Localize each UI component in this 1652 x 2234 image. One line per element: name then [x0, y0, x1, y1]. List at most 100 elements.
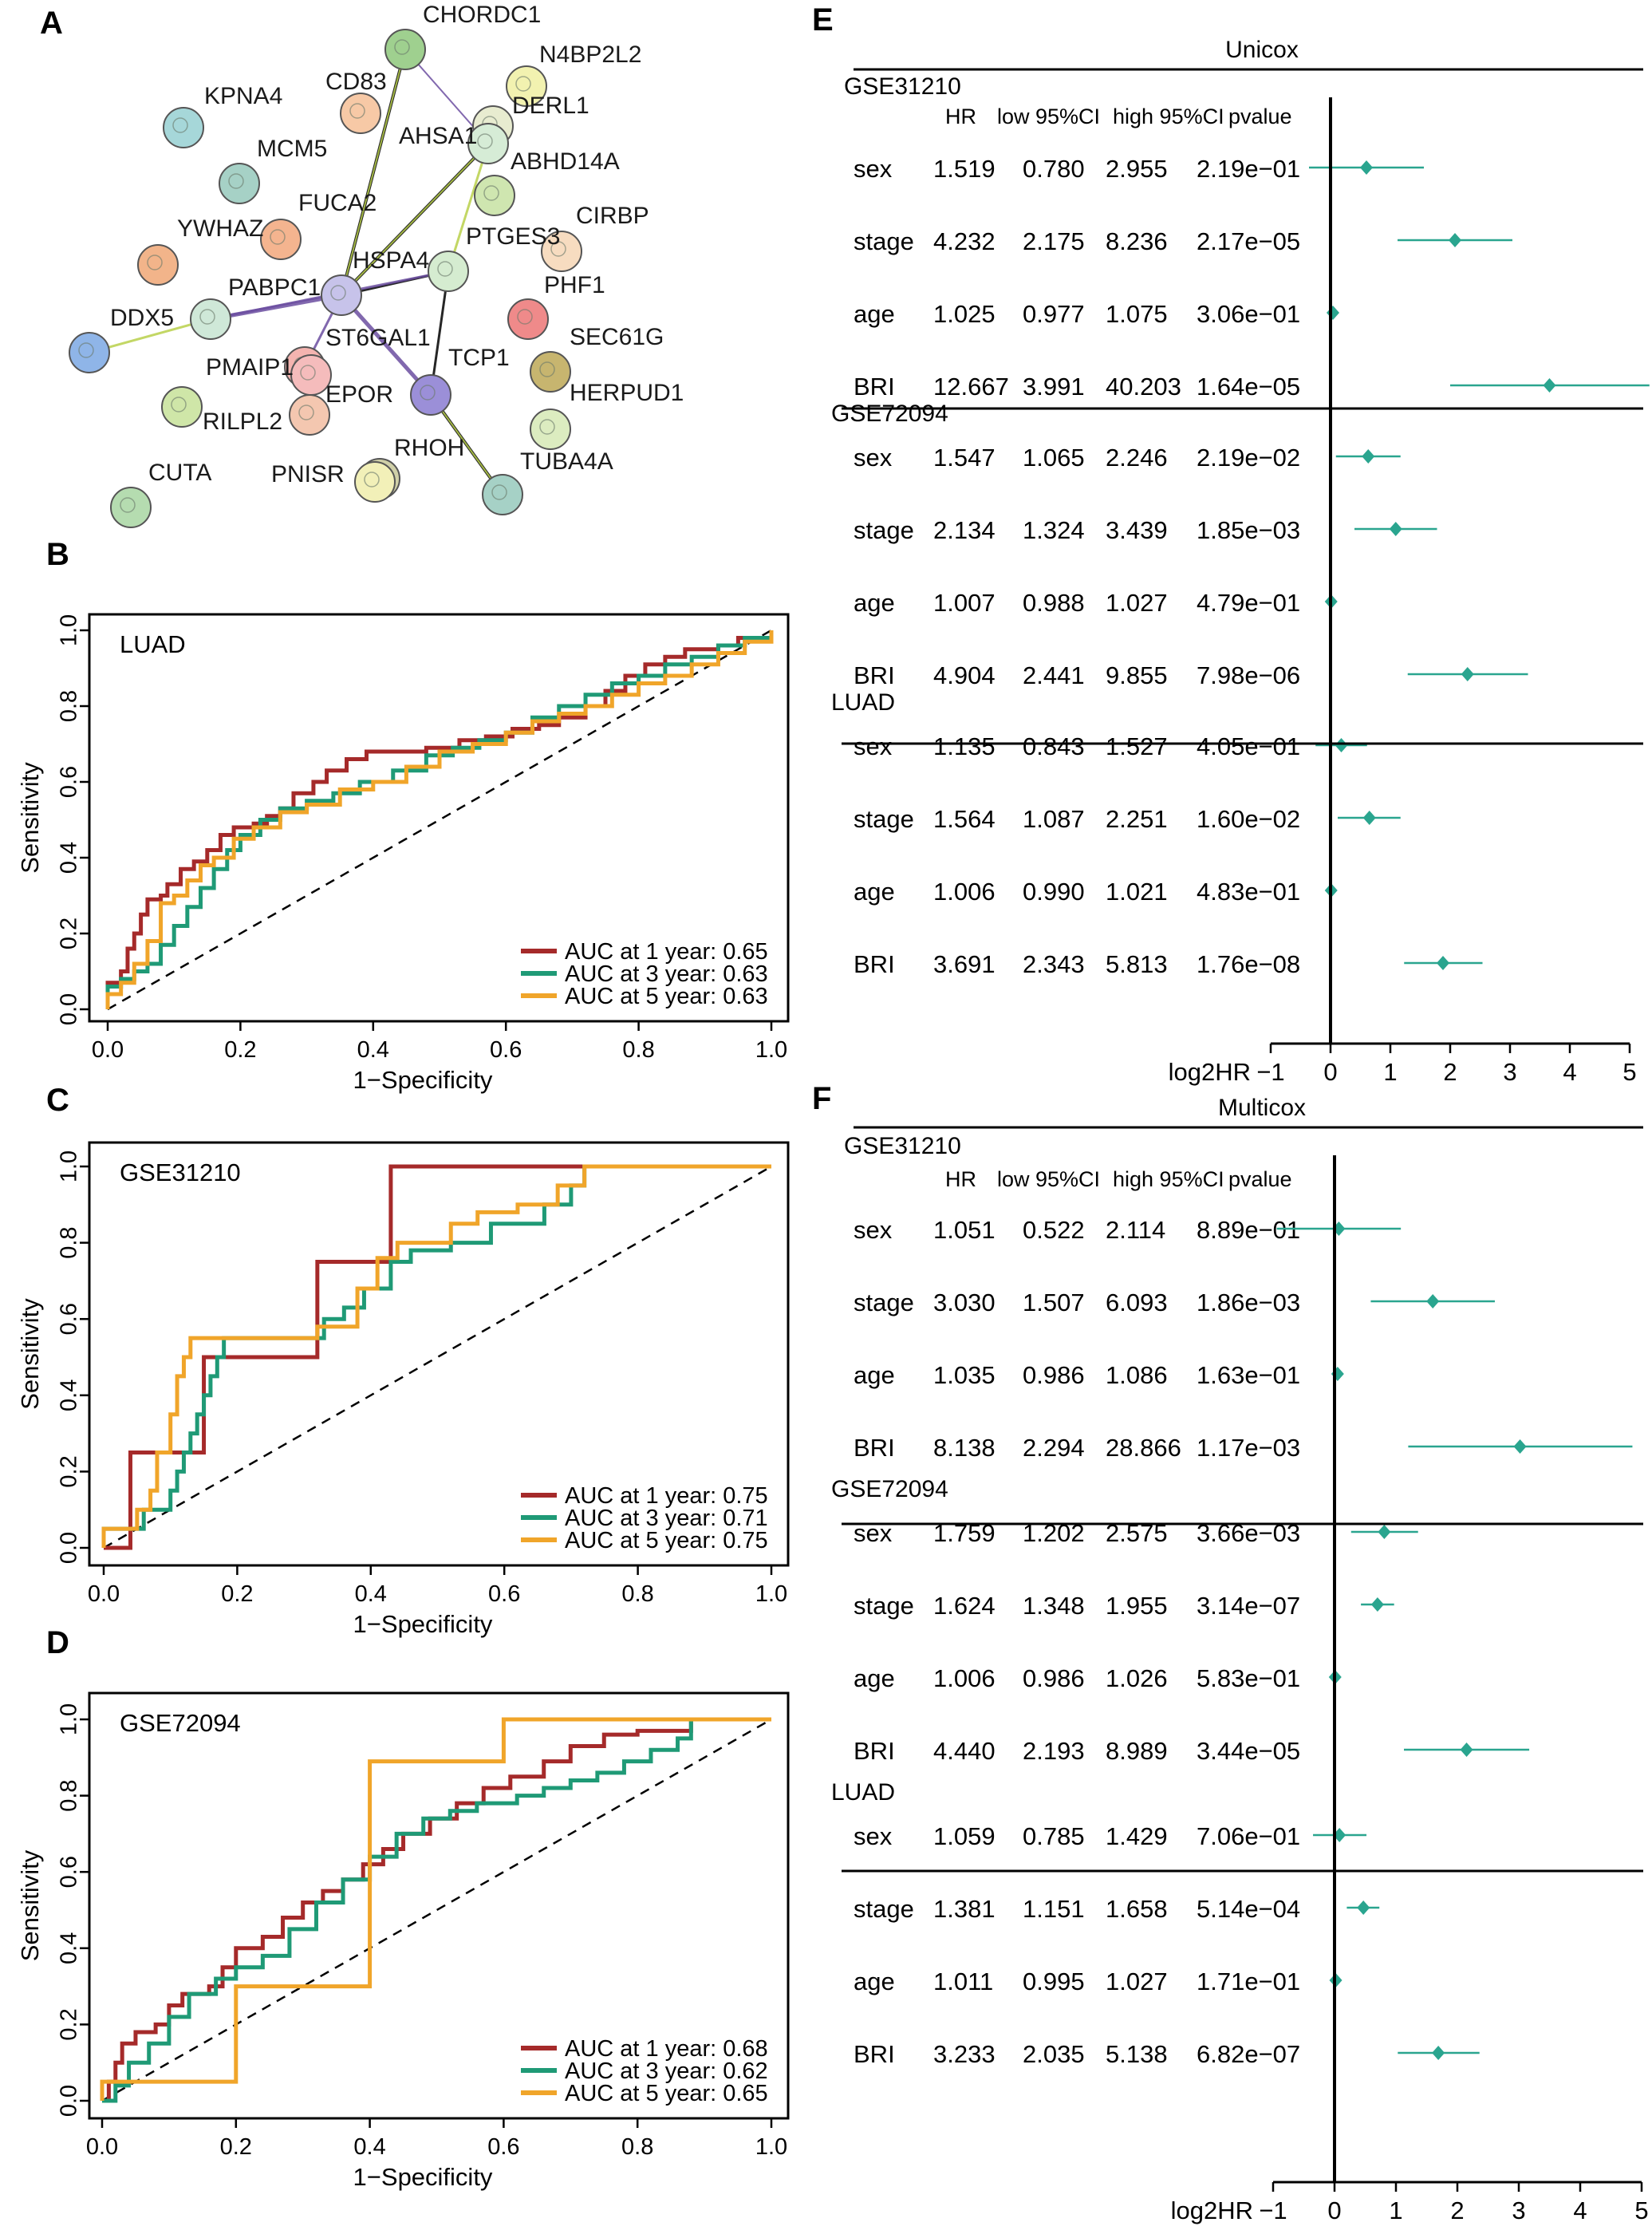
- network-node-glyph: [78, 342, 94, 358]
- y-tick-label: 1.0: [57, 1151, 82, 1182]
- row-high-ci: 2.251: [1106, 805, 1168, 833]
- ppi-network: CHORDC1 N4BP2L2 CD83 KPNA4 DERL1 AHSA1 MCM5 ABH…: [69, 2, 684, 528]
- x-tick-label: 0.2: [224, 1037, 256, 1063]
- x-axis-label: 1−Specificity: [353, 2163, 493, 2191]
- hr-point: [1513, 1439, 1527, 1454]
- network-node-glyph: [298, 405, 314, 420]
- roc-panel-gse31210: 0.0 0.2 0.4 0.6 0.8 1.0 0.0 0.2 0.4 0.6 0.8 1.0 1−Sp…: [16, 1141, 790, 1638]
- network-node-label: TCP1: [448, 345, 510, 371]
- row-hr: 1.564: [933, 805, 996, 833]
- network-node-glyph: [300, 365, 316, 381]
- row-pvalue: 4.05e−01: [1197, 732, 1300, 760]
- group-name: GSE72094: [831, 1476, 948, 1502]
- network-node: [530, 351, 571, 393]
- row-low-ci: 2.175: [1023, 227, 1085, 255]
- legend-label: AUC at 5 year: 0.63: [565, 984, 768, 1009]
- network-node: [506, 65, 547, 107]
- row-pvalue: 8.89e−01: [1197, 1216, 1300, 1244]
- x-tick-label: 1.0: [755, 1581, 787, 1607]
- network-node-label: SEC61G: [570, 324, 664, 350]
- network-node: [410, 374, 451, 416]
- panel-label-c: C: [46, 1083, 69, 1118]
- x-tick-label: 0.6: [487, 2134, 519, 2160]
- axis-tick-label: −1: [1256, 1058, 1284, 1086]
- row-hr: 1.519: [933, 155, 996, 183]
- row-high-ci: 1.955: [1106, 1592, 1168, 1620]
- group-name: GSE31210: [844, 73, 961, 100]
- col-header-hr: HR: [945, 1167, 976, 1191]
- roc-panel-gse72094: 0.0 0.2 0.4 0.6 0.8 1.0 0.0 0.2 0.4 0.6 0.8 1.0 1−Sp…: [16, 1691, 790, 2191]
- x-tick-label: 0.4: [355, 1581, 387, 1607]
- network-node-glyph: [539, 419, 555, 435]
- forest-title: Multicox: [1218, 1095, 1306, 1121]
- network-node-label: ABHD14A: [511, 148, 620, 175]
- axis-tick-label: 0: [1323, 1058, 1337, 1086]
- row-hr: 4.904: [933, 661, 996, 689]
- forest-title: Unicox: [1225, 37, 1299, 63]
- hr-point: [1461, 667, 1474, 681]
- network-node-glyph: [394, 39, 410, 55]
- row-pvalue: 1.76e−08: [1197, 950, 1300, 978]
- row-low-ci: 2.193: [1023, 1737, 1085, 1765]
- row-low-ci: 0.843: [1023, 732, 1085, 760]
- roc-curve-red: [105, 630, 774, 1009]
- axis-label: log2HR: [1171, 2197, 1253, 2224]
- row-low-ci: 1.151: [1023, 1895, 1085, 1923]
- network-node: [384, 29, 426, 70]
- row-hr: 1.006: [933, 1664, 996, 1692]
- network-node-glyph: [517, 309, 533, 325]
- network-node-label: PTGES3: [466, 223, 560, 250]
- hr-point: [1378, 1525, 1391, 1539]
- row-hr: 8.138: [933, 1434, 996, 1462]
- row-low-ci: 1.348: [1023, 1592, 1085, 1620]
- row-hr: 1.025: [933, 300, 996, 328]
- row-pvalue: 5.83e−01: [1197, 1664, 1300, 1692]
- x-axis-label: 1−Specificity: [353, 1066, 493, 1094]
- network-node-glyph: [330, 285, 346, 301]
- network-node: [530, 409, 571, 450]
- row-hr: 1.135: [933, 732, 996, 760]
- row-variable: BRI: [854, 1737, 895, 1765]
- network-node: [190, 298, 231, 340]
- row-pvalue: 3.14e−07: [1197, 1592, 1300, 1620]
- row-low-ci: 0.780: [1023, 155, 1085, 183]
- network-node-glyph: [420, 385, 436, 401]
- row-high-ci: 3.439: [1106, 516, 1168, 544]
- x-tick-label: 0.8: [621, 2134, 653, 2160]
- network-node-label: HERPUD1: [570, 380, 684, 406]
- hr-point: [1437, 956, 1449, 970]
- row-variable: sex: [854, 1822, 893, 1850]
- row-variable: BRI: [854, 950, 895, 978]
- hr-point: [1362, 811, 1376, 825]
- network-node-label: RHOH: [394, 435, 464, 461]
- network-node: [69, 332, 110, 373]
- legend-label: AUC at 1 year: 0.75: [565, 1483, 768, 1509]
- row-low-ci: 1.065: [1023, 444, 1085, 472]
- row-high-ci: 1.075: [1106, 300, 1168, 328]
- network-node-glyph: [515, 76, 531, 92]
- col-header-high: high 95%CI: [1113, 1167, 1224, 1191]
- legend-label: AUC at 1 year: 0.65: [565, 939, 768, 965]
- row-pvalue: 7.06e−01: [1197, 1822, 1300, 1850]
- network-node-label: N4BP2L2: [539, 41, 641, 68]
- y-tick-label: 0.4: [57, 1379, 82, 1411]
- hr-point: [1357, 1900, 1370, 1915]
- network-node-glyph: [491, 484, 507, 500]
- row-high-ci: 1.027: [1106, 1968, 1168, 1995]
- row-pvalue: 3.06e−01: [1197, 300, 1300, 328]
- x-tick-label: 0.8: [621, 1581, 653, 1607]
- row-hr: 1.624: [933, 1592, 996, 1620]
- row-high-ci: 8.236: [1106, 227, 1168, 255]
- row-variable: sex: [854, 155, 893, 183]
- roc-curve-orange: [100, 1717, 771, 2101]
- row-high-ci: 1.086: [1106, 1361, 1168, 1389]
- network-node-glyph: [437, 261, 453, 277]
- row-low-ci: 0.986: [1023, 1361, 1085, 1389]
- panel-label-d: D: [46, 1625, 69, 1660]
- plot-frame: [88, 1691, 790, 2120]
- group-name: GSE31210: [844, 1133, 961, 1159]
- row-hr: 1.006: [933, 878, 996, 906]
- network-node-glyph: [483, 185, 499, 201]
- col-header-low: low 95%CI: [997, 1167, 1100, 1191]
